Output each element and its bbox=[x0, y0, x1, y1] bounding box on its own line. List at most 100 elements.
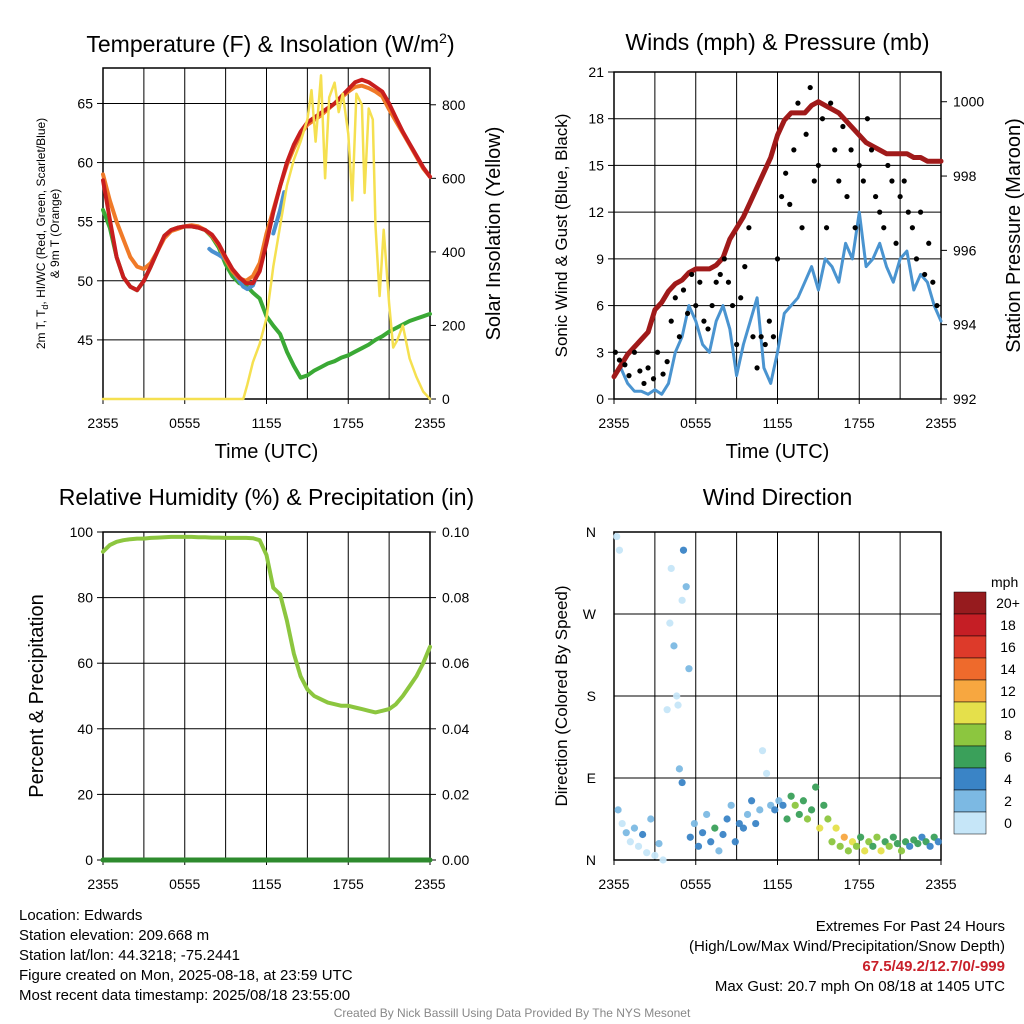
rh-ylabel: Percent & Precipitation bbox=[26, 594, 48, 797]
extremes-values: 67.5/49.2/12.7/0/-999 bbox=[862, 958, 1005, 975]
wind-gust-point bbox=[856, 162, 862, 169]
wdir-xtick-label: 1155 bbox=[762, 876, 792, 892]
wind-ylabel: Sonic Wind & Gust (Blue, Black) bbox=[552, 114, 571, 358]
wdir-point bbox=[820, 801, 828, 809]
wind-gust-point bbox=[721, 256, 727, 262]
wind-gust-point bbox=[934, 302, 940, 309]
wdir-point bbox=[869, 842, 877, 850]
wind-gust-point bbox=[832, 147, 838, 153]
rh-ytick-label: 80 bbox=[77, 590, 93, 606]
wdir-point bbox=[673, 692, 681, 700]
temp-ytick-label: 45 bbox=[77, 332, 93, 348]
wind-gust-point bbox=[795, 100, 801, 106]
wind-xtick-label: 2355 bbox=[925, 415, 956, 431]
wdir-point bbox=[618, 819, 626, 828]
rh-xtick-label: 1155 bbox=[251, 876, 281, 892]
wdir-title: Wind Direction bbox=[703, 484, 853, 510]
wind-gust-point bbox=[701, 318, 707, 324]
wdir-point bbox=[686, 833, 694, 841]
wdir-point bbox=[906, 842, 914, 850]
wind-gust-point bbox=[689, 271, 695, 278]
rh-y2tick-label: 0.04 bbox=[442, 721, 469, 737]
wind-gust-point bbox=[754, 365, 760, 371]
wind-y2tick-label: 992 bbox=[953, 391, 977, 407]
station-latlon: Station lat/lon: 44.3218; -75.2441 bbox=[19, 947, 241, 964]
wdir-point bbox=[647, 815, 655, 823]
wdir-ytick-label: E bbox=[587, 770, 596, 786]
wdir-point bbox=[731, 838, 739, 846]
colorbar-swatch bbox=[953, 679, 987, 703]
wind-gust-point bbox=[885, 162, 891, 169]
wind-gust-point bbox=[645, 365, 651, 371]
most-recent-timestamp: Most recent data timestamp: 2025/08/18 2… bbox=[19, 987, 351, 1004]
wind-gust-point bbox=[742, 264, 748, 270]
rh-y2tick-label: 0.10 bbox=[442, 524, 469, 540]
colorbar-swatch bbox=[953, 789, 987, 813]
wdir-point bbox=[723, 815, 731, 823]
colorbar-swatch bbox=[953, 657, 987, 681]
wind-gust-point bbox=[655, 349, 661, 355]
wind-gust-point bbox=[641, 380, 647, 387]
wind-gust-point bbox=[612, 349, 618, 355]
wdir-point bbox=[613, 532, 621, 541]
temp-y2tick-label: 800 bbox=[442, 97, 466, 113]
wind-gust-point bbox=[823, 225, 830, 231]
wdir-point bbox=[615, 546, 624, 554]
wdir-xtick-label: 1755 bbox=[844, 876, 875, 892]
temp-xtick-label: 1755 bbox=[333, 415, 364, 431]
wind-gust-point bbox=[668, 318, 674, 324]
wdir-point bbox=[840, 833, 848, 841]
temp-y2tick-label: 0 bbox=[442, 391, 450, 407]
wind-y2tick-label: 994 bbox=[953, 317, 977, 333]
wind-gust-point bbox=[672, 295, 678, 301]
wind-gust-point bbox=[680, 287, 687, 293]
wind-y2tick-label: 998 bbox=[953, 168, 977, 184]
wdir-point bbox=[771, 806, 779, 814]
wind-gust-point bbox=[650, 376, 657, 382]
wdir-point bbox=[844, 847, 852, 855]
wdir-point bbox=[832, 824, 840, 832]
rh-xtick-label: 2355 bbox=[87, 876, 118, 892]
wdir-point bbox=[857, 833, 865, 841]
wdir-point bbox=[707, 838, 715, 846]
wind-xlabel: Time (UTC) bbox=[726, 441, 830, 463]
wind-gust-point bbox=[774, 256, 781, 262]
rh-series-0 bbox=[101, 534, 432, 715]
wdir-point bbox=[914, 840, 922, 848]
wdir-point bbox=[763, 769, 771, 778]
wdir-point bbox=[836, 842, 844, 850]
wind-gust-point bbox=[917, 209, 924, 215]
wind-gust-point bbox=[750, 334, 756, 340]
wdir-point bbox=[719, 830, 727, 839]
wind-gust-point bbox=[852, 225, 858, 231]
wind-gust-point bbox=[873, 193, 879, 200]
wind-gust-point bbox=[815, 162, 821, 169]
wind-gust-point bbox=[725, 279, 732, 285]
wind-xtick-label: 0555 bbox=[680, 415, 711, 431]
temp-xtick-label: 0555 bbox=[169, 415, 200, 431]
temp-ytick-label: 50 bbox=[77, 273, 93, 289]
wind-gust-point bbox=[799, 225, 805, 231]
wdir-point bbox=[670, 642, 678, 650]
wdir-point bbox=[715, 847, 723, 855]
wind-gust-point bbox=[709, 302, 715, 309]
wdir-point bbox=[682, 583, 690, 591]
wdir-point bbox=[897, 847, 906, 855]
wind-gust-point bbox=[913, 256, 920, 262]
wdir-point bbox=[748, 797, 756, 805]
wind-gust-point bbox=[762, 341, 768, 348]
temp-y2tick-label: 600 bbox=[442, 170, 466, 186]
rh-y2tick-label: 0.02 bbox=[442, 786, 469, 802]
wdir-xtick-label: 2355 bbox=[925, 876, 956, 892]
wdir-point bbox=[678, 596, 686, 604]
wind-gust-point bbox=[787, 201, 793, 207]
wdir-point bbox=[667, 564, 675, 573]
wdir-point bbox=[739, 824, 748, 832]
wind-ytick-label: 15 bbox=[588, 157, 604, 173]
rh-y2tick-label: 0.08 bbox=[442, 590, 469, 606]
wdir-point bbox=[779, 801, 787, 809]
wdir-point bbox=[655, 840, 663, 848]
wdir-point bbox=[630, 824, 639, 832]
